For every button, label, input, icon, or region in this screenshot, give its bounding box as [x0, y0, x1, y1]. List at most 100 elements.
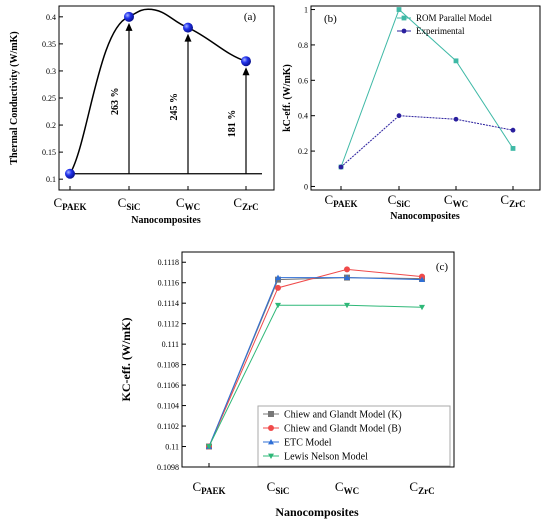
plot-frame: [181, 251, 455, 468]
data-point: [510, 146, 516, 151]
y-axis-label: Thermal Conductivity (W/mK): [9, 31, 20, 164]
y-tick-label: 0.1104: [157, 402, 179, 411]
x-tick-label-sub: PAEK: [201, 486, 225, 496]
y-tick-label: 0.4: [46, 13, 56, 22]
y-tick-label: 0.35: [42, 40, 56, 49]
percent-annotation: 263 %: [110, 88, 121, 116]
x-tick-label-main: C: [388, 192, 397, 207]
y-tick-label: 0.25: [42, 94, 56, 103]
y-tick-label: 0.2: [46, 121, 56, 130]
y-tick-label: 0.1108: [157, 361, 179, 370]
y-tick-label: 0.15: [42, 148, 56, 157]
x-tick-label: CSiC: [388, 192, 411, 209]
data-point: [124, 11, 134, 22]
percent-annotation: 245 %: [169, 93, 180, 121]
x-tick-label-sub: ZrC: [509, 199, 526, 209]
data-point: [419, 276, 425, 283]
arrow-head: [184, 33, 192, 42]
y-tick-label: 0.8: [298, 41, 308, 50]
data-point: [453, 116, 459, 122]
x-axis-label: Nanocomposites: [275, 505, 359, 519]
x-tick-label-sub: ZrC: [242, 202, 259, 212]
data-point: [344, 302, 350, 309]
x-tick-label-main: C: [53, 195, 62, 210]
y-tick-label: 0.1112: [158, 320, 179, 329]
x-tick-label-sub: WC: [453, 199, 469, 209]
y-tick-label: 0.3: [46, 67, 56, 76]
legend-swatch-marker: [268, 425, 274, 431]
legend-swatch-marker: [268, 439, 274, 445]
series-line: [208, 304, 423, 447]
y-axis-label: kC-eff. (W/mK): [282, 64, 293, 132]
data-point: [275, 284, 281, 291]
x-tick-label-main: C: [233, 195, 242, 210]
x-tick-label: CWC: [335, 479, 359, 496]
y-tick-label: 0.4: [298, 112, 308, 121]
series-line: [340, 115, 514, 168]
series-line: [208, 268, 423, 447]
x-tick-label-main: C: [176, 195, 185, 210]
x-tick-label-main: C: [267, 479, 276, 494]
data-point: [183, 22, 193, 33]
x-tick-label-main: C: [409, 479, 418, 494]
y-tick-label: 0.1116: [158, 279, 179, 288]
plot-frame: [58, 5, 275, 191]
y-axis-label: KC-eff. (W/mK): [119, 318, 133, 402]
x-tick-label-sub: SiC: [126, 202, 140, 212]
legend-entry: ROM Parallel Model: [416, 13, 492, 23]
legend-swatch-marker: [401, 15, 407, 21]
percent-annotation: 181 %: [227, 110, 238, 138]
x-tick-label: CZrC: [500, 192, 525, 209]
y-tick-label: 0: [304, 182, 308, 191]
legend-swatch-marker: [268, 411, 274, 417]
x-tick-label: CPAEK: [192, 479, 225, 496]
x-tick-label: CSiC: [267, 479, 290, 496]
x-tick-label-sub: ZrC: [418, 486, 435, 496]
x-tick-label-sub: PAEK: [62, 202, 86, 212]
data-point: [396, 113, 402, 119]
y-tick-label: 0.11: [165, 443, 179, 452]
legend-box: [257, 405, 451, 467]
x-tick-label-sub: WC: [344, 486, 360, 496]
y-tick-label: 0.6: [298, 76, 308, 85]
y-tick-label: 0.1118: [158, 258, 179, 267]
x-tick-label-sub: PAEK: [333, 199, 357, 209]
x-axis-label: Nanocomposites: [131, 215, 201, 226]
x-tick-label: CSiC: [118, 195, 141, 212]
data-point: [510, 127, 516, 133]
data-point: [65, 168, 75, 179]
data-point: [419, 304, 425, 311]
x-tick-label: CZrC: [409, 479, 434, 496]
arrow-head: [242, 67, 250, 76]
x-tick-label-main: C: [444, 192, 453, 207]
data-point: [206, 444, 212, 450]
x-tick-label: CPAEK: [53, 195, 86, 212]
x-tick-label: CPAEK: [324, 192, 357, 209]
x-tick-label-main: C: [500, 192, 509, 207]
panel-label: (c): [436, 261, 449, 273]
x-tick-label-main: C: [324, 192, 333, 207]
x-axis-label: Nanocomposites: [390, 211, 460, 222]
legend-entry: Lewis Nelson Model: [284, 452, 368, 463]
legend-entry: Chiew and Glandt Model (B): [284, 424, 401, 435]
x-tick-label: CWC: [444, 192, 468, 209]
panel-label: (a): [244, 11, 257, 23]
data-point: [344, 274, 350, 280]
data-point: [241, 56, 251, 67]
data-point: [396, 7, 402, 12]
legend-entry: Chiew and Glandt Model (K): [284, 410, 402, 421]
y-tick-label: 0.1102: [157, 422, 179, 431]
x-tick-label-main: C: [118, 195, 127, 210]
x-tick-label-sub: WC: [185, 202, 201, 212]
trend-curve: [69, 8, 247, 175]
y-tick-label: 0.1114: [158, 299, 179, 308]
data-point: [275, 274, 281, 280]
x-tick-label: CWC: [176, 195, 200, 212]
data-point: [275, 302, 281, 309]
y-tick-label: 0.1106: [157, 381, 179, 390]
x-tick-label: CZrC: [233, 195, 258, 212]
legend-entry: ETC Model: [284, 438, 332, 449]
y-tick-label: 1: [304, 6, 308, 15]
y-tick-label: 0.1: [46, 175, 56, 184]
